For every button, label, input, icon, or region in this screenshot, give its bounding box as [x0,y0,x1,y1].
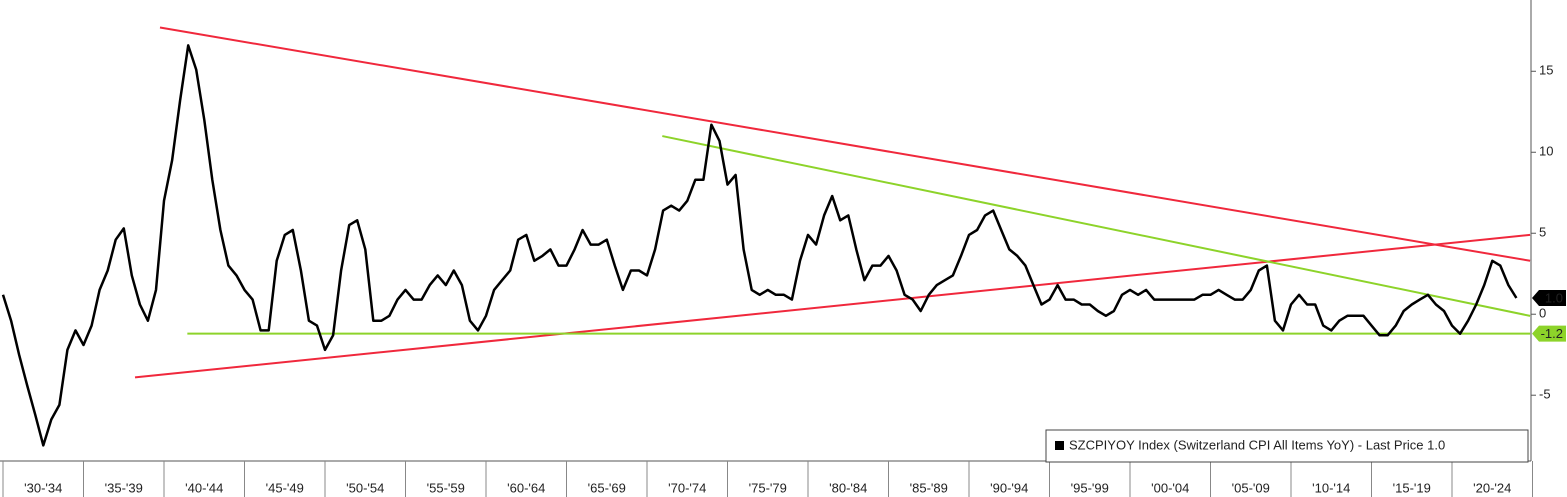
legend-label: SZCPIYOY Index (Switzerland CPI All Item… [1069,437,1445,452]
x-tick-label: '85-'89 [910,480,948,495]
x-tick-label: '55-'59 [427,480,465,495]
x-tick-label: '60-'64 [507,480,545,495]
x-tick-label: '10-'14 [1312,480,1350,495]
x-tick-label: '20-'24 [1473,480,1511,495]
trend-line [159,26,1531,262]
x-tick-label: '30-'34 [24,480,62,495]
x-tick-label: '35-'39 [105,480,143,495]
x-tick-label: '15-'19 [1393,480,1431,495]
price-marker [1532,290,1566,307]
legend-swatch [1055,441,1064,450]
x-tick-label: '65-'69 [588,480,626,495]
legend-box [1045,429,1529,463]
y-tick-label: 15 [1539,63,1553,78]
y-tick-label: 10 [1539,144,1553,159]
x-tick-label: '75-'79 [749,480,787,495]
trend-line [134,233,1531,379]
price-marker [1532,325,1566,342]
x-tick-label: '05-'09 [1232,480,1270,495]
x-tick-label: '40-'44 [185,480,223,495]
x-tick-label: '45-'49 [266,480,304,495]
y-tick-label: 5 [1539,225,1546,240]
x-tick-label: '80-'84 [829,480,867,495]
legend: SZCPIYOY Index (Switzerland CPI All Item… [1045,429,1529,463]
price-line [1,44,1518,447]
x-tick-label: '90-'94 [990,480,1028,495]
x-tick-label: '95-'99 [1071,480,1109,495]
x-tick-label: '70-'74 [668,480,706,495]
x-tick-label: '00-'04 [1151,480,1189,495]
price-marker-label: 1.0 [1545,290,1563,305]
trend-line [662,135,1531,317]
price-marker-label: -1.2 [1541,326,1563,341]
y-tick-label: -5 [1539,387,1551,402]
x-tick-label: '50-'54 [346,480,384,495]
y-tick-label: 0 [1539,306,1546,321]
